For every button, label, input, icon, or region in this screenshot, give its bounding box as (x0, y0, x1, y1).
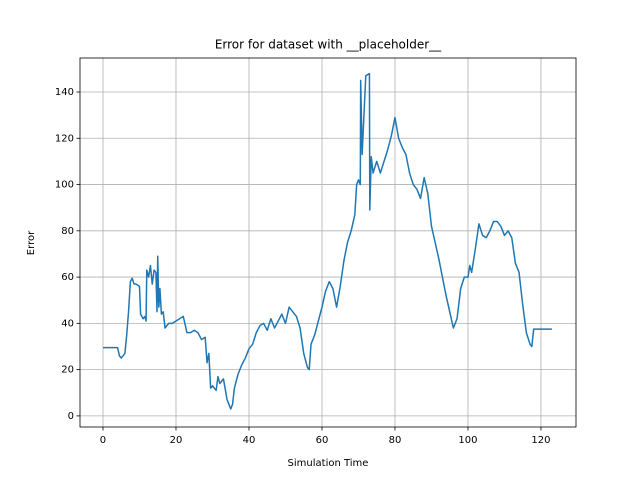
y-tick-label: 0 (68, 411, 74, 422)
data-line (102, 72, 552, 410)
y-tick-label: 80 (61, 226, 74, 237)
y-tick-label: 60 (61, 272, 74, 283)
x-tick-label: 120 (531, 435, 550, 446)
x-axis-label: Simulation Time (288, 458, 369, 469)
y-tick-label: 120 (55, 133, 74, 144)
x-tick-label: 100 (458, 435, 477, 446)
y-tick-label: 100 (55, 180, 74, 191)
chart-title: Error for dataset with __placeholder__ (215, 38, 442, 52)
x-tick-label: 20 (170, 435, 183, 446)
x-tick-label: 40 (243, 435, 256, 446)
y-tick-label: 20 (61, 365, 74, 376)
y-tick-label: 140 (55, 87, 74, 98)
x-tick-label: 0 (100, 435, 106, 446)
x-tick-label: 80 (389, 435, 402, 446)
x-tick-label: 60 (316, 435, 329, 446)
plot-frame (79, 57, 577, 428)
y-tick-label: 40 (61, 318, 74, 329)
y-axis-label: Error (26, 230, 37, 255)
